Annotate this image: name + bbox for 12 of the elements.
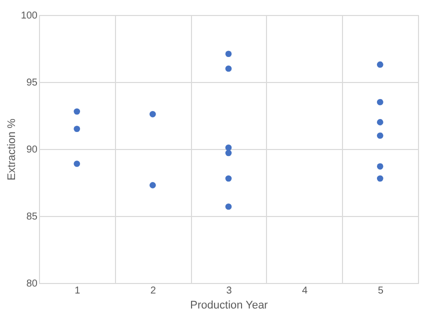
y-tick-label: 80 — [26, 278, 38, 290]
y-tick-label: 85 — [26, 212, 38, 222]
y-tick-label: 90 — [26, 144, 38, 156]
x-tick-label: 4 — [302, 286, 308, 296]
x-tick-label: 5 — [378, 286, 384, 296]
y-axis-title: Extraction % — [6, 118, 18, 180]
x-tick-label: 3 — [226, 286, 232, 296]
y-tick-label: 95 — [26, 78, 38, 88]
x-tick-label: 2 — [150, 286, 156, 296]
x-axis-title: Production Year — [190, 300, 268, 312]
x-tick-label: 1 — [74, 286, 81, 296]
y-tick-label: 100 — [20, 10, 38, 22]
